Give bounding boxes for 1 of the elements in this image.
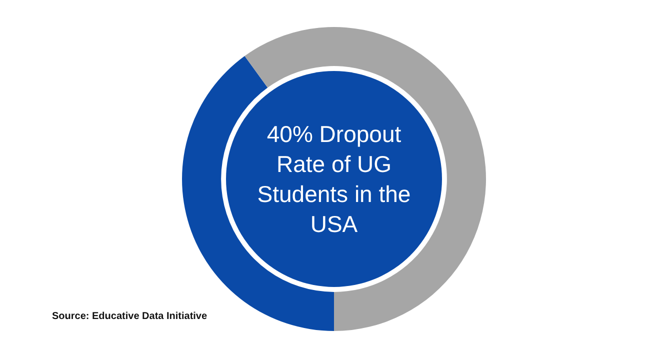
source-note: Source: Educative Data Initiative: [52, 311, 208, 322]
